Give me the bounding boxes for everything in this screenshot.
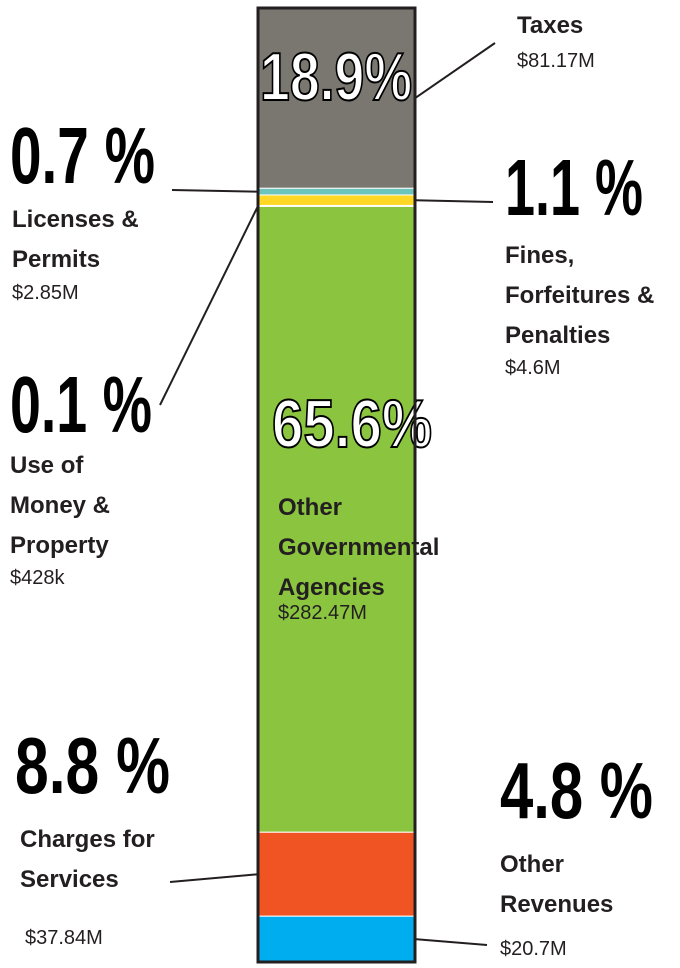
- percent-label: 1.1 %: [505, 143, 643, 232]
- bar-segment: [257, 205, 416, 833]
- bar-segment: [257, 7, 416, 189]
- leader-line: [414, 938, 488, 946]
- leader-line: [414, 199, 494, 203]
- category-name: Charges for Services: [20, 826, 155, 893]
- leader-line: [169, 873, 259, 883]
- amount-label: $2.85M: [12, 282, 79, 304]
- category-name: Other Governmental Agencies: [278, 494, 440, 601]
- bar-segment: [257, 915, 416, 963]
- category-name: Fines, Forfeitures & Penalties: [505, 242, 655, 349]
- amount-label: $282.47M: [278, 602, 367, 624]
- percent-label: 0.1 %: [10, 360, 152, 449]
- leader-line: [414, 42, 496, 99]
- category-name: Taxes: [517, 12, 584, 39]
- category-name: Use of Money & Property: [10, 452, 111, 559]
- percent-label: 65.6%: [272, 386, 432, 462]
- amount-label: $37.84M: [25, 927, 103, 949]
- category-name: Licenses & Permits: [12, 206, 139, 273]
- percent-label: 0.7 %: [10, 111, 155, 200]
- amount-label: $20.7M: [500, 938, 567, 960]
- bar-segment: [257, 831, 416, 917]
- leader-line: [159, 205, 259, 406]
- bar-segment: [257, 194, 416, 206]
- amount-label: $4.6M: [505, 357, 561, 379]
- percent-label: 8.8 %: [15, 721, 170, 810]
- category-name: Other Revenues: [500, 851, 614, 918]
- amount-label: $81.17M: [517, 50, 595, 72]
- bar-segment: [257, 187, 416, 196]
- amount-label: $428k: [10, 567, 65, 589]
- percent-label: 4.8 %: [500, 746, 653, 835]
- leader-line: [171, 189, 259, 193]
- percent-label: 18.9%: [260, 39, 412, 115]
- bar-outline: [256, 6, 417, 964]
